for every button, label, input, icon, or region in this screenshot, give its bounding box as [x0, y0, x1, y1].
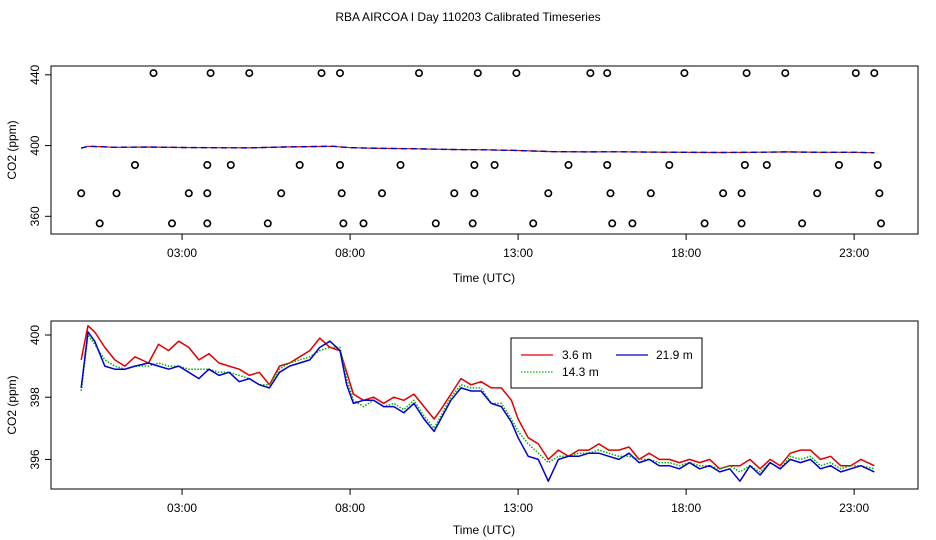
bottom-panel: 03:00 08:00 13:00 18:00 23:00 396 398 400 Time…: [5, 320, 919, 537]
trace-21.9m: [81, 145, 875, 154]
x-tick-label: 08:00: [335, 501, 365, 515]
calibration-point: [876, 219, 885, 228]
top-x-axis-label: Time (UTC): [453, 271, 515, 285]
calibration-point: [798, 219, 807, 228]
calibration-point: [203, 219, 212, 228]
x-tick-label: 23:00: [839, 501, 869, 515]
top-panel: 03:00 08:00 13:00 18:00 23:00 360 400 440 Time…: [5, 65, 919, 285]
calibration-point: [95, 219, 104, 228]
calibration-point: [317, 69, 326, 78]
series-line-3.6m: [80, 324, 875, 470]
calibration-point: [742, 69, 751, 78]
calibration-point: [719, 189, 728, 198]
calibration-point: [470, 189, 479, 198]
calibration-point: [206, 69, 215, 78]
y-tick-label: 440: [28, 65, 42, 85]
calibration-point: [226, 161, 235, 170]
calibration-point: [337, 189, 346, 198]
calibration-point: [203, 189, 212, 198]
calibration-point: [335, 161, 344, 170]
calibration-point: [603, 69, 612, 78]
calibration-point: [468, 219, 477, 228]
calibration-point: [700, 219, 709, 228]
calibration-point: [608, 219, 617, 228]
x-tick-label: 18:00: [671, 501, 701, 515]
legend-label-3.6m: 3.6 m: [562, 348, 592, 362]
calibration-point: [628, 219, 637, 228]
calibration-point: [529, 219, 538, 228]
calibration-point: [490, 161, 499, 170]
calibration-point: [295, 161, 304, 170]
legend: 3.6 m 21.9 m 14.3 m: [510, 337, 703, 389]
calibration-point: [431, 219, 440, 228]
calibration-point: [263, 219, 272, 228]
calibration-point: [149, 69, 158, 78]
bottom-plot-frame: [50, 320, 919, 490]
calibration-point: [680, 69, 689, 78]
calibration-point: [834, 161, 843, 170]
calibration-point: [184, 189, 193, 198]
x-tick-label: 18:00: [671, 246, 701, 260]
calibration-point: [873, 161, 882, 170]
calibration-point: [131, 161, 140, 170]
calibration-point: [646, 189, 655, 198]
top-plot-frame: [50, 65, 919, 235]
calibration-point: [781, 69, 790, 78]
legend-label-21.9m: 21.9 m: [656, 348, 693, 362]
calibration-point: [277, 189, 286, 198]
calibration-point: [377, 189, 386, 198]
calibration-point: [762, 161, 771, 170]
calibration-point: [544, 189, 553, 198]
y-tick-label: 398: [28, 387, 42, 407]
y-tick-label: 400: [28, 325, 42, 345]
calibration-point: [586, 69, 595, 78]
y-tick-label: 396: [28, 449, 42, 469]
calibration-point: [396, 161, 405, 170]
calibration-point: [813, 189, 822, 198]
bottom-y-axis-label: CO2 (ppm): [5, 375, 19, 434]
legend-box: [510, 337, 703, 389]
calibration-point: [450, 189, 459, 198]
calibration-point: [112, 189, 121, 198]
calibration-point: [737, 189, 746, 198]
series-line-21.9m: [80, 331, 875, 482]
top-y-axis-label: CO2 (ppm): [5, 120, 19, 179]
calibration-point: [564, 161, 573, 170]
calibration-point: [851, 69, 860, 78]
series-line-14.3m: [80, 334, 875, 473]
calibration-point: [168, 219, 177, 228]
calibration-point: [473, 69, 482, 78]
x-tick-label: 23:00: [839, 246, 869, 260]
calibration-point: [603, 161, 612, 170]
x-tick-label: 03:00: [167, 501, 197, 515]
calibration-point: [414, 69, 423, 78]
calibration-point: [737, 219, 746, 228]
calibration-point: [740, 161, 749, 170]
calibration-point: [665, 161, 674, 170]
calibration-point: [875, 189, 884, 198]
calibration-point: [870, 69, 879, 78]
legend-label-14.3m: 14.3 m: [562, 365, 599, 379]
x-tick-label: 13:00: [503, 246, 533, 260]
y-tick-label: 400: [28, 135, 42, 155]
calibration-point: [470, 161, 479, 170]
bottom-x-axis-label: Time (UTC): [453, 523, 515, 537]
calibration-point: [203, 161, 212, 170]
calibration-point: [359, 219, 368, 228]
calibration-point: [606, 189, 615, 198]
chart-title: RBA AIRCOA I Day 110203 Calibrated Times…: [335, 10, 600, 24]
x-tick-label: 08:00: [335, 246, 365, 260]
x-tick-label: 03:00: [167, 246, 197, 260]
x-tick-label: 13:00: [503, 501, 533, 515]
calibration-point: [245, 69, 254, 78]
calibration-point: [339, 219, 348, 228]
calibration-point: [77, 189, 86, 198]
calibration-point: [335, 69, 344, 78]
calibration-point: [512, 69, 521, 78]
y-tick-label: 360: [28, 206, 42, 226]
